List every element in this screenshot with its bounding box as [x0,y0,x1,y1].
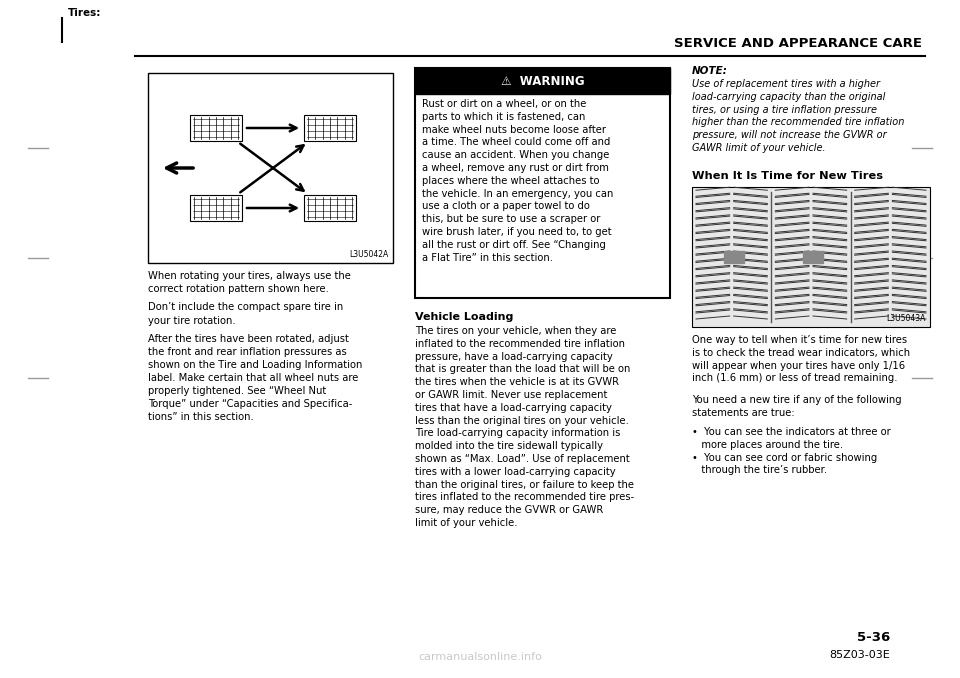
Text: Use of replacement tires with a higher
load-carrying capacity than the original
: Use of replacement tires with a higher l… [692,79,904,153]
Bar [724,251,744,263]
Text: Don’t include the compact spare tire in
your tire rotation.: Don’t include the compact spare tire in … [148,302,344,325]
Bar [304,195,356,221]
Text: Tires:: Tires: [68,8,102,18]
Bar [190,195,242,221]
Text: When rotating your tires, always use the
correct rotation pattern shown here.: When rotating your tires, always use the… [148,271,350,294]
Text: •  You can see the indicators at three or
   more places around the tire.
•  You: • You can see the indicators at three or… [692,427,891,475]
Bar [415,68,670,298]
Text: SERVICE AND APPEARANCE CARE: SERVICE AND APPEARANCE CARE [674,37,922,50]
Text: L3U5043A: L3U5043A [887,314,926,323]
Bar [148,73,393,263]
Text: 5-36: 5-36 [856,631,890,644]
Text: NOTE:: NOTE: [692,66,728,76]
Text: L3U5042A: L3U5042A [349,250,389,259]
Text: One way to tell when it’s time for new tires
is to check the tread wear indicato: One way to tell when it’s time for new t… [692,335,910,383]
Text: carmanualsonline.info: carmanualsonline.info [418,652,542,662]
Text: ⚠  WARNING: ⚠ WARNING [501,75,585,87]
Text: 85Z03-03E: 85Z03-03E [829,650,890,660]
Bar [804,251,823,263]
Text: When It Is Time for New Tires: When It Is Time for New Tires [692,171,883,181]
Text: You need a new tire if any of the following
statements are true:: You need a new tire if any of the follow… [692,395,901,418]
Bar [304,115,356,141]
Bar [190,115,242,141]
Bar [692,187,930,327]
Bar [415,68,670,94]
Text: The tires on your vehicle, when they are
inflated to the recommended tire inflat: The tires on your vehicle, when they are… [415,326,635,528]
Text: After the tires have been rotated, adjust
the front and rear inflation pressures: After the tires have been rotated, adjus… [148,334,362,422]
Text: Rust or dirt on a wheel, or on the
parts to which it is fastened, can
make wheel: Rust or dirt on a wheel, or on the parts… [422,99,613,262]
Text: Vehicle Loading: Vehicle Loading [415,312,514,322]
